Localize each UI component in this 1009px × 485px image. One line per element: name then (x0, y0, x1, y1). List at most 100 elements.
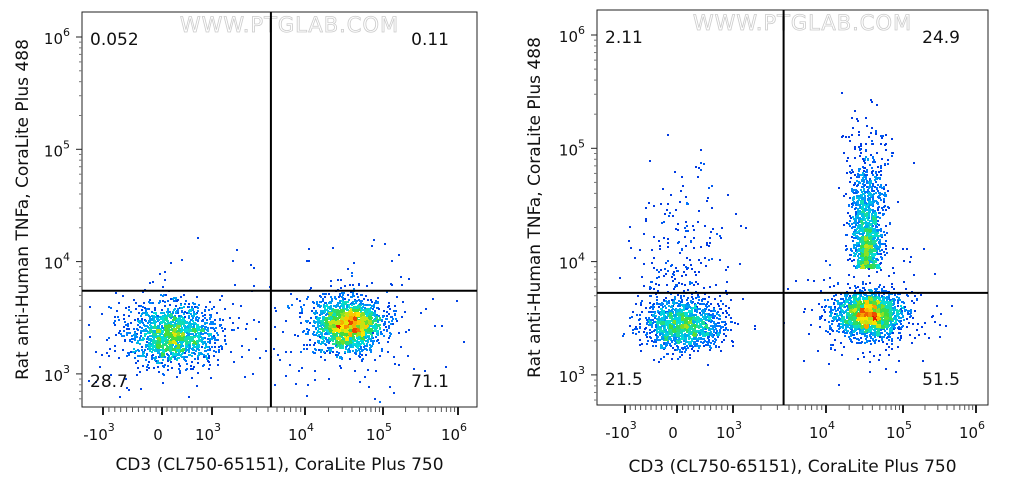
event-dot (328, 378, 330, 380)
event-dot (211, 327, 213, 329)
event-dot (253, 267, 255, 269)
event-dot (690, 314, 692, 316)
event-dot (659, 331, 661, 333)
event-dot (372, 343, 374, 345)
event-dot (681, 337, 683, 339)
event-dot (155, 316, 157, 318)
event-dot (671, 340, 673, 342)
event-dot (341, 340, 343, 342)
event-dot (255, 338, 257, 340)
event-dot (358, 349, 360, 351)
event-dot (159, 316, 161, 318)
event-dot (167, 321, 169, 323)
event-dot (177, 318, 179, 320)
event-dot (634, 328, 636, 330)
event-dot (700, 314, 702, 316)
event-dot (370, 351, 372, 353)
event-dot (161, 355, 163, 357)
event-dot (384, 243, 386, 245)
event-dot (139, 343, 141, 345)
event-dot (640, 350, 642, 352)
event-dot (685, 318, 687, 320)
event-dot (463, 341, 465, 343)
event-dot (693, 343, 695, 345)
event-dot (320, 343, 322, 345)
event-dot (356, 300, 358, 302)
event-dot (190, 337, 192, 339)
event-dot (174, 318, 176, 320)
event-dot (344, 323, 346, 325)
event-dot (209, 301, 211, 303)
event-dot (676, 323, 678, 325)
event-dot (184, 356, 186, 358)
event-dot (198, 338, 200, 340)
event-dot (702, 328, 704, 330)
event-dot (164, 305, 166, 307)
event-dot (697, 350, 699, 352)
event-dot (374, 398, 376, 400)
event-dot (713, 343, 715, 345)
event-dot (204, 314, 206, 316)
event-dot (152, 347, 154, 349)
event-dot (708, 341, 710, 343)
event-dot (152, 344, 154, 346)
event-dot (374, 310, 376, 312)
event-dot (754, 328, 756, 330)
event-dot (710, 310, 712, 312)
event-dot (141, 349, 143, 351)
event-dot (329, 338, 331, 340)
event-dot (347, 339, 349, 341)
event-dot (161, 341, 163, 343)
event-dot (383, 329, 385, 331)
event-dot (668, 320, 670, 322)
event-dot (339, 314, 341, 316)
event-dot (652, 319, 654, 321)
event-dot (687, 289, 689, 291)
event-dot (296, 298, 298, 300)
event-dot (150, 343, 152, 345)
event-dot (128, 352, 130, 354)
event-dot (240, 305, 242, 307)
event-dot (157, 337, 159, 339)
event-dot (701, 310, 703, 312)
event-dot (298, 370, 300, 372)
event-dot (349, 351, 351, 353)
tick-exponent: 5 (63, 138, 70, 151)
event-dot (682, 329, 684, 331)
event-dot (712, 313, 714, 315)
event-dot (205, 343, 207, 345)
event-dot (214, 346, 216, 348)
event-dot (714, 341, 716, 343)
event-dot (706, 313, 708, 315)
event-dot (648, 311, 650, 313)
tick-exponent: 3 (63, 363, 70, 376)
event-dot (640, 304, 642, 306)
event-dot (678, 332, 680, 334)
event-dot (661, 345, 663, 347)
event-dot (386, 318, 388, 320)
event-dot (682, 324, 684, 326)
event-dot (183, 348, 185, 350)
event-dot (696, 311, 698, 313)
event-dot (666, 337, 668, 339)
event-dot (644, 328, 646, 330)
event-dot (341, 320, 343, 322)
event-dot (322, 342, 324, 344)
plot-frame (81, 11, 478, 408)
event-dot (402, 301, 404, 303)
event-dot (682, 334, 684, 336)
event-dot (400, 346, 402, 348)
event-dot (369, 309, 371, 311)
event-dot (161, 352, 163, 354)
event-dot (197, 358, 199, 360)
event-dot (213, 306, 215, 308)
event-dot (180, 307, 182, 309)
event-dot (167, 357, 169, 359)
event-dot (216, 312, 218, 314)
event-dot (152, 340, 154, 342)
event-dot (390, 283, 392, 285)
event-dot (671, 327, 673, 329)
event-dot (714, 315, 716, 317)
event-dot (332, 343, 334, 345)
